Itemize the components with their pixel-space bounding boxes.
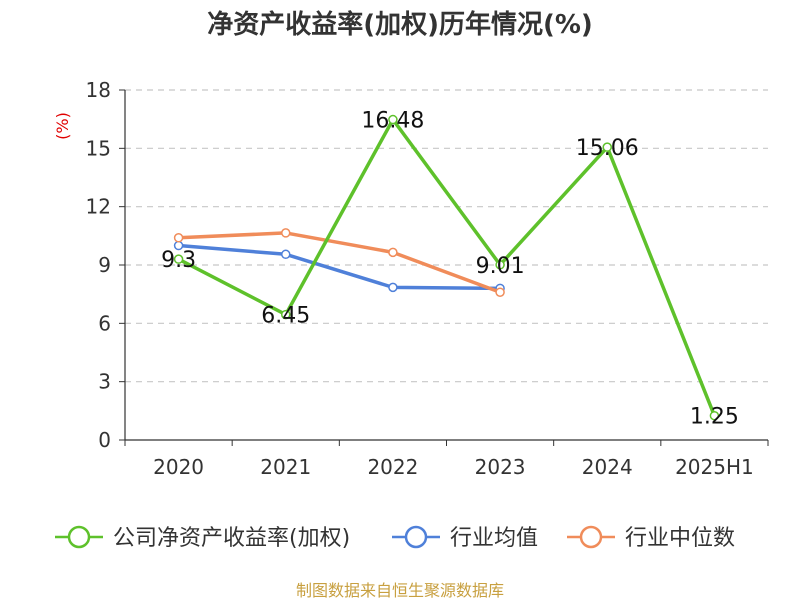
legend-item: 公司净资产收益率(加权) (55, 525, 350, 551)
data-label: 15.06 (576, 136, 639, 161)
data-label: 9.3 (161, 248, 196, 273)
y-tick-label: 15 (86, 136, 111, 160)
legend-marker (404, 525, 428, 549)
x-tick-label: 2020 (153, 455, 204, 479)
data-point (388, 282, 398, 293)
series-line (178, 243, 501, 291)
source-note: 制图数据来自恒生聚源数据库 (296, 581, 504, 600)
x-tick-label: 2021 (260, 455, 311, 479)
data-point (173, 233, 184, 243)
data-label: 9.01 (476, 254, 525, 279)
legend-marker (579, 525, 603, 549)
y-tick-label: 0 (98, 428, 111, 452)
data-point (388, 114, 398, 125)
y-axis-label: (%) (53, 112, 72, 140)
data-point (173, 254, 184, 264)
data-point (602, 142, 612, 152)
series-line (178, 231, 501, 294)
y-tick-label: 9 (98, 253, 111, 277)
axes: 0 3 6 9 12 15 18 2020 2021 2022 2023 2024 2025H1 (86, 78, 769, 479)
data-labels: 9.3 6.45 16.48 9.01 15.06 1.25 (161, 109, 739, 430)
grid-lines (125, 89, 768, 383)
y-tick-label: 3 (98, 370, 111, 394)
legend-label: 公司净资产收益率(加权) (113, 526, 350, 551)
y-tick-label: 6 (98, 311, 111, 335)
x-tick-label: 2023 (475, 455, 526, 479)
data-point (495, 287, 505, 297)
series-group (173, 114, 720, 421)
data-point (281, 309, 291, 320)
data-point (709, 410, 720, 421)
data-label: 1.25 (690, 405, 739, 430)
legend: 公司净资产收益率(加权) 行业均值 行业中位数 (55, 525, 735, 551)
data-label: 6.45 (261, 304, 310, 329)
series-line (177, 117, 717, 417)
data-point (281, 249, 291, 260)
y-tick-label: 18 (86, 78, 111, 102)
legend-item: 行业中位数 (567, 525, 735, 551)
x-tick-label: 2025H1 (675, 455, 754, 479)
x-tick-label: 2022 (367, 455, 418, 479)
x-tick-label: 2024 (582, 455, 633, 479)
series-1 (173, 240, 505, 294)
data-point (388, 247, 398, 258)
y-tick-label: 12 (86, 195, 111, 219)
legend-label: 行业中位数 (625, 526, 735, 551)
legend-item: 行业均值 (392, 525, 538, 551)
series-2 (173, 228, 505, 297)
legend-label: 行业均值 (450, 526, 538, 551)
data-point (281, 228, 291, 238)
series-0 (173, 114, 720, 421)
data-label: 16.48 (361, 109, 424, 134)
data-point (495, 260, 505, 270)
chart-title: 净资产收益率(加权)历年情况(%) (207, 9, 593, 40)
legend-marker (67, 525, 91, 549)
